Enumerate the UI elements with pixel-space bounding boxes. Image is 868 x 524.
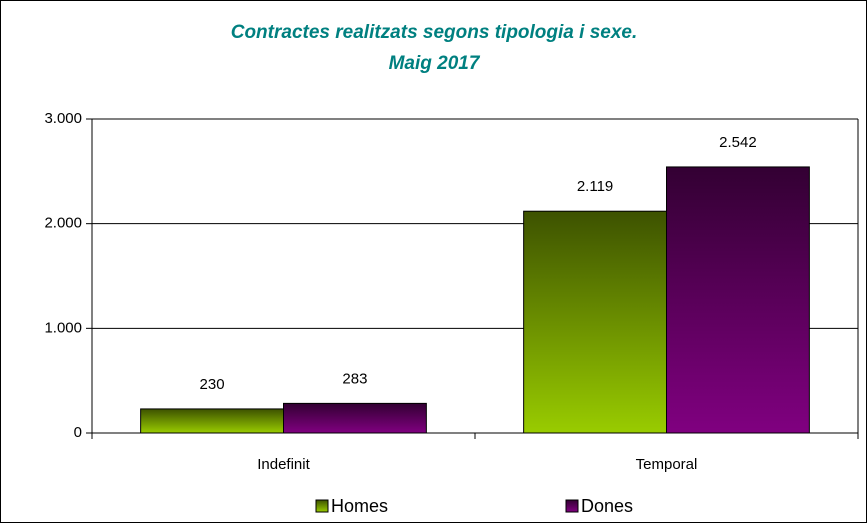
data-label: 2.542 bbox=[719, 134, 757, 151]
y-tick-label: 0 bbox=[74, 424, 82, 441]
bar bbox=[666, 166, 810, 434]
legend-swatch bbox=[315, 499, 329, 513]
chart-title: Contractes realitzats segons tipologia i… bbox=[231, 22, 638, 43]
data-label: 283 bbox=[342, 370, 367, 387]
legend-swatch bbox=[565, 499, 579, 513]
bar bbox=[283, 402, 427, 434]
y-tick-label: 2.000 bbox=[44, 215, 82, 232]
y-tick-label: 1.000 bbox=[44, 319, 82, 336]
legend-label: Homes bbox=[331, 496, 388, 516]
bar bbox=[523, 210, 667, 434]
bar bbox=[140, 408, 284, 434]
chart-subtitle: Maig 2017 bbox=[389, 53, 481, 74]
data-label: 2.119 bbox=[577, 178, 613, 195]
x-tick-label: Indefinit bbox=[257, 456, 310, 473]
data-label: 230 bbox=[200, 376, 225, 393]
x-tick-label: Temporal bbox=[636, 456, 698, 473]
legend-label: Dones bbox=[581, 496, 633, 516]
y-tick-label: 3.000 bbox=[44, 110, 82, 127]
